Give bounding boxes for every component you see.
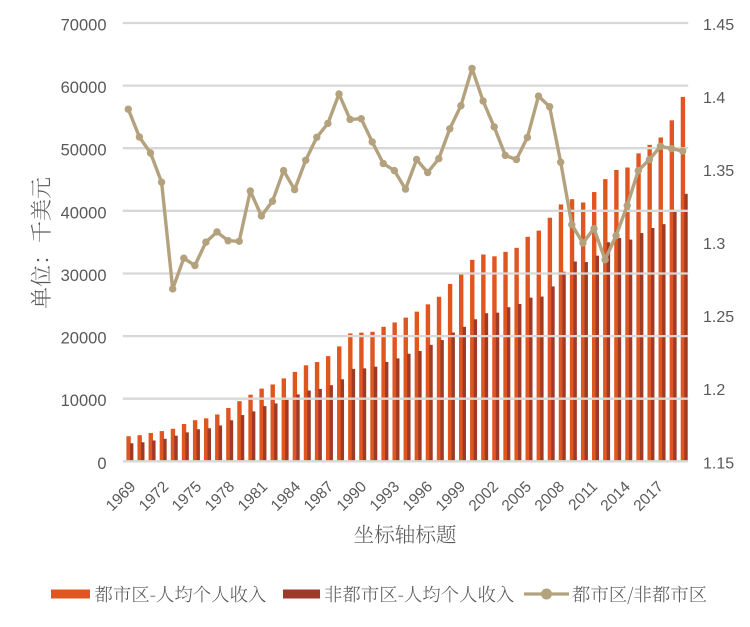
svg-text:30000: 30000 bbox=[61, 267, 107, 285]
svg-text:40000: 40000 bbox=[61, 204, 107, 222]
svg-text:1.15: 1.15 bbox=[703, 455, 734, 472]
svg-text:1.25: 1.25 bbox=[703, 309, 734, 326]
svg-text:70000: 70000 bbox=[61, 17, 107, 35]
svg-text:20000: 20000 bbox=[61, 330, 107, 348]
svg-text:1.2: 1.2 bbox=[703, 382, 725, 399]
svg-text:0: 0 bbox=[97, 455, 106, 473]
svg-text:1.4: 1.4 bbox=[703, 90, 725, 107]
svg-text:10000: 10000 bbox=[61, 392, 107, 410]
svg-text:50000: 50000 bbox=[61, 142, 107, 160]
svg-text:1.3: 1.3 bbox=[703, 236, 725, 253]
svg-text:1.35: 1.35 bbox=[703, 163, 734, 180]
svg-text:60000: 60000 bbox=[61, 79, 107, 97]
svg-text:1.45: 1.45 bbox=[703, 17, 734, 34]
